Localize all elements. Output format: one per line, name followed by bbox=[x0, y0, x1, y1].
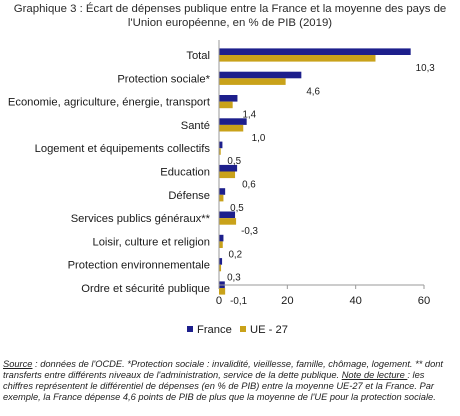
category-label: Ordre et sécurité publique bbox=[81, 283, 210, 295]
x-axis: 0 20 40 60 bbox=[216, 40, 430, 307]
bar-ue27 bbox=[219, 241, 223, 248]
category-label: Loisir, culture et religion bbox=[92, 236, 210, 248]
source-note: Source : données de l'OCDE. *Protection … bbox=[3, 359, 455, 403]
category-label: Défense bbox=[168, 190, 210, 202]
bar-ue27 bbox=[219, 101, 233, 109]
data-label: 0,6 bbox=[242, 180, 256, 191]
legend-label: UE - 27 bbox=[250, 324, 288, 336]
legend-swatch bbox=[240, 326, 246, 332]
data-label: -0,1 bbox=[230, 296, 247, 307]
bar-france bbox=[219, 164, 238, 172]
bar-france bbox=[219, 95, 238, 102]
source-label: Source bbox=[3, 359, 33, 369]
bar-ue27 bbox=[219, 218, 237, 225]
category-label: Services publics généraux** bbox=[71, 213, 211, 225]
data-label: 1,4 bbox=[242, 110, 256, 121]
bar-ue27 bbox=[219, 264, 222, 272]
legend-swatch bbox=[187, 326, 193, 332]
note-text: : les chiffres représentent le différent… bbox=[3, 370, 436, 402]
category-label: Santé bbox=[181, 120, 210, 132]
x-tick-label: 40 bbox=[349, 295, 361, 307]
bar-ue27 bbox=[219, 148, 221, 155]
source-text: : données de l'OCDE. *Protection sociale… bbox=[3, 359, 444, 380]
data-label: 0,5 bbox=[230, 203, 244, 214]
category-labels: Total Protection sociale* Economie, agricu… bbox=[8, 50, 211, 295]
category-label: Logement et équipements collectifs bbox=[35, 143, 211, 155]
data-label: 10,3 bbox=[416, 63, 436, 74]
bar-france bbox=[219, 118, 247, 125]
category-label: Economie, agriculture, énergie, transpor… bbox=[8, 97, 211, 109]
bar-ue27 bbox=[219, 78, 286, 85]
chart-title-line-1: Graphique 3 : Écart de dépenses publique… bbox=[13, 3, 447, 15]
data-label: 0,2 bbox=[228, 249, 242, 260]
data-label: 1,0 bbox=[252, 133, 266, 144]
category-label: Protection environnementale bbox=[68, 260, 210, 272]
bar-france bbox=[219, 141, 223, 149]
bar-france bbox=[219, 211, 236, 219]
bar-france bbox=[219, 48, 411, 55]
legend-label: France bbox=[197, 324, 232, 336]
bar-ue27 bbox=[219, 288, 226, 295]
bar-france bbox=[219, 234, 224, 242]
chart-title-line-2: l'Union européenne, en % de PIB (2019) bbox=[127, 17, 333, 29]
category-label: Education bbox=[160, 167, 210, 179]
category-label: Protection sociale* bbox=[117, 73, 210, 85]
bar-ue27 bbox=[219, 171, 236, 179]
data-labels: 10,3 4,6 1,4 1,0 0,5 0,6 0,5 -0,3 0,2 0,3 -0,1 bbox=[227, 63, 435, 307]
bar-ue27 bbox=[219, 194, 224, 202]
data-label: 0,5 bbox=[227, 156, 241, 167]
note-label: Note de lecture bbox=[341, 370, 408, 380]
x-tick-label: 0 bbox=[216, 295, 222, 307]
x-tick-label: 20 bbox=[281, 295, 293, 307]
data-label: 0,3 bbox=[227, 273, 241, 284]
bar-chart: Total Protection sociale* Economie, agricu… bbox=[8, 40, 435, 336]
legend: France UE - 27 bbox=[187, 324, 288, 336]
bar-france bbox=[219, 188, 226, 195]
data-label: -0,3 bbox=[241, 226, 258, 237]
bar-france bbox=[219, 71, 302, 79]
x-tick-label: 60 bbox=[418, 295, 430, 307]
bar-ue27 bbox=[219, 124, 244, 132]
bar-ue27 bbox=[219, 55, 376, 62]
bar-france bbox=[219, 258, 223, 265]
chart-title: Graphique 3 : Écart de dépenses publique… bbox=[0, 2, 460, 30]
data-label: 4,6 bbox=[306, 86, 320, 97]
category-label: Total bbox=[186, 50, 210, 62]
